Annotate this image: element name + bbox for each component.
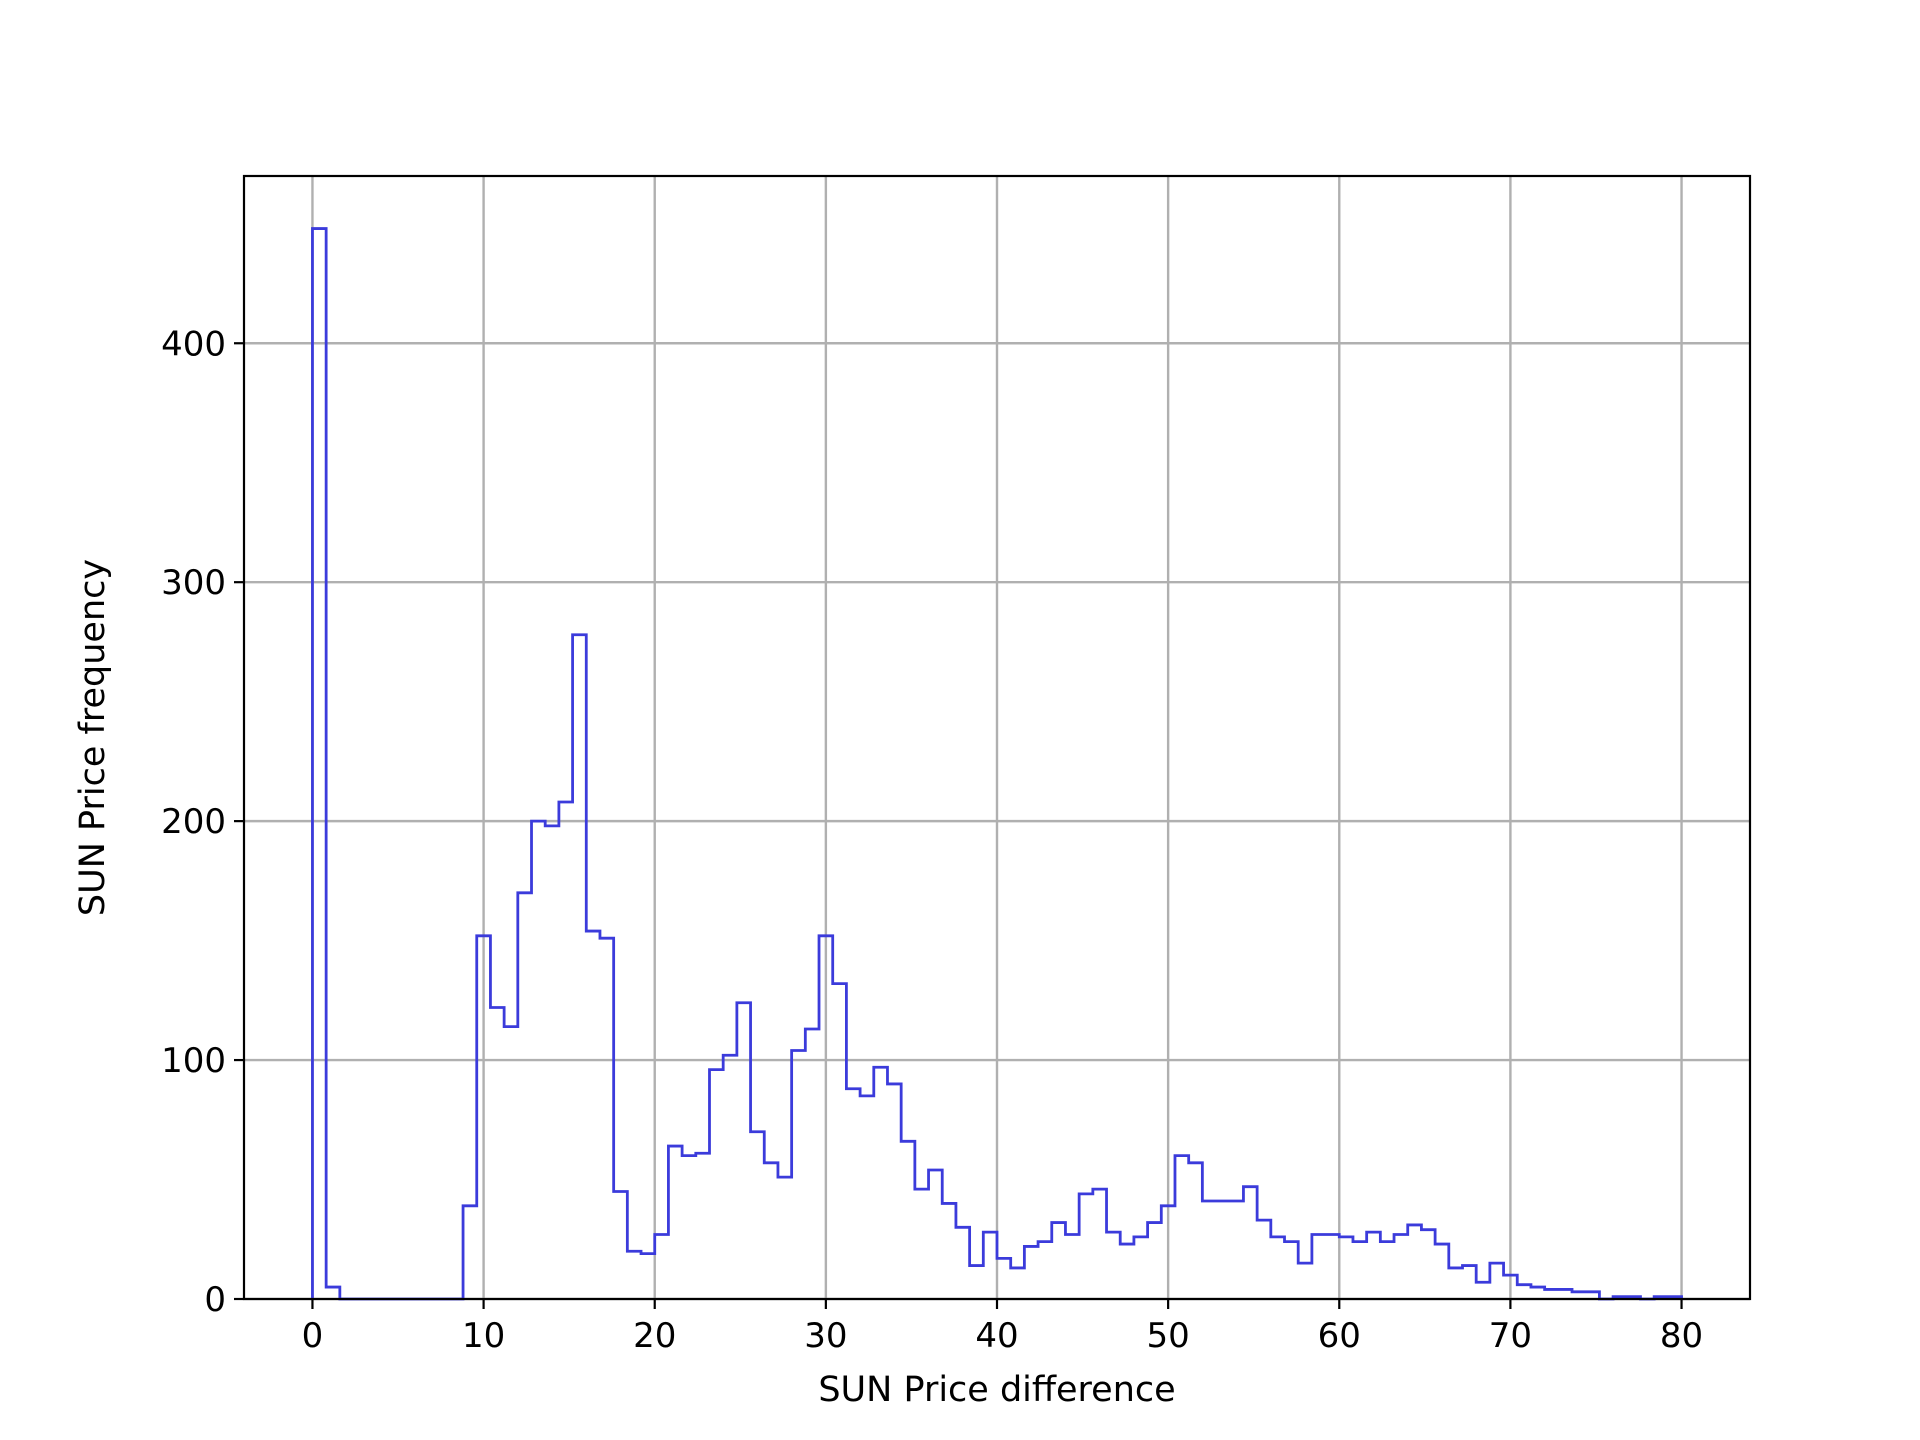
x-tick-label: 50 [1147, 1316, 1190, 1356]
y-tick-label: 100 [161, 1041, 226, 1081]
x-tick-label: 0 [302, 1316, 324, 1356]
histogram-series [311, 227, 1683, 1301]
x-axis-ticks: 0 10 20 30 40 50 60 70 80 [302, 1299, 1703, 1356]
histogram-step-line [311, 227, 1683, 1301]
y-axis-ticks: 0 100 200 300 400 [161, 324, 244, 1320]
x-axis-label: SUN Price difference [818, 1370, 1175, 1410]
x-tick-label: 10 [462, 1316, 505, 1356]
x-tick-label: 30 [804, 1316, 847, 1356]
x-tick-label: 80 [1660, 1316, 1703, 1356]
grid-lines [244, 176, 1750, 1301]
x-tick-label: 40 [975, 1316, 1018, 1356]
y-tick-label: 400 [161, 324, 226, 364]
y-axis-label: SUN Price frequency [73, 559, 113, 916]
y-tick-label: 200 [161, 802, 226, 842]
x-tick-label: 20 [633, 1316, 676, 1356]
x-tick-label: 70 [1489, 1316, 1532, 1356]
y-tick-label: 300 [161, 563, 226, 603]
y-tick-label: 0 [204, 1280, 226, 1320]
x-tick-label: 60 [1318, 1316, 1361, 1356]
